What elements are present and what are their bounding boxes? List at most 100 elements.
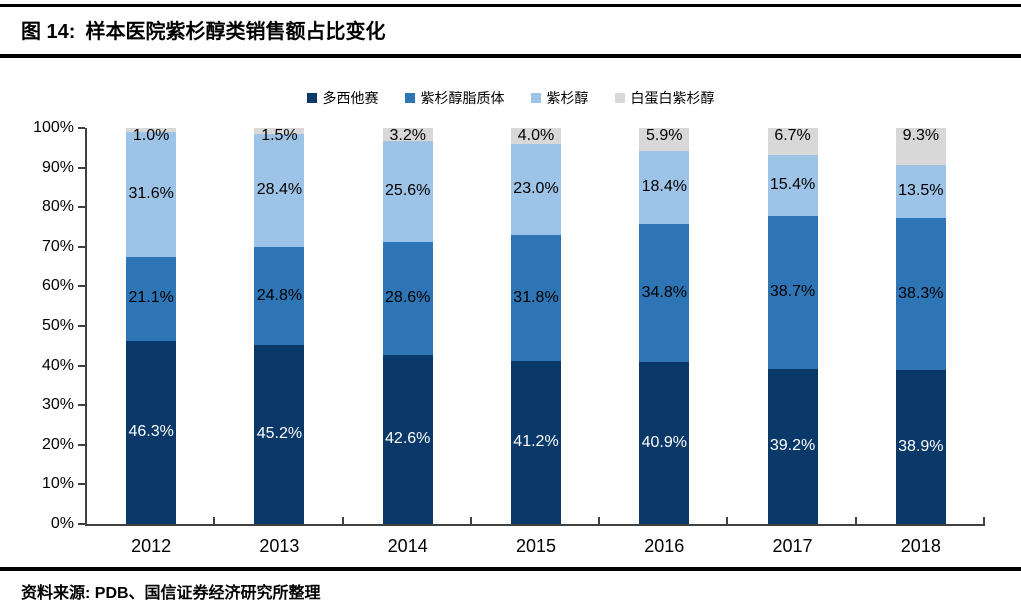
bar-segment-多西他赛: 40.9% [639, 362, 690, 524]
y-axis-tick [78, 166, 85, 169]
x-axis-label: 2012 [131, 536, 172, 556]
legend-swatch-icon [614, 93, 625, 103]
bar-segment-value: 15.4% [769, 175, 816, 193]
y-axis-label: 70% [41, 237, 74, 255]
bar-segment-value: 38.3% [898, 284, 944, 302]
legend-swatch-icon [530, 93, 541, 103]
y-axis-tick [78, 483, 85, 486]
bar-segment-value: 24.8% [256, 286, 303, 304]
x-axis-tick [983, 517, 985, 524]
y-axis-tick [78, 285, 85, 288]
bar-segment-多西他赛: 41.2% [510, 360, 561, 524]
bar-segment-value: 31.8% [513, 288, 559, 306]
legend-label: 多西他赛 [322, 90, 379, 106]
bar-segment-value: 34.8% [641, 283, 687, 301]
bar-slot-2015: 41.2% 31.8% 23.0% 4.0% 2015 [472, 127, 600, 556]
y-axis-tick [78, 364, 85, 367]
y-axis-label: 20% [41, 435, 74, 453]
y-axis-tick [78, 206, 85, 209]
bar-segment-紫杉醇脂质体: 21.1% [126, 257, 177, 341]
bar-segment-value: 38.7% [769, 282, 816, 300]
y-axis-label: 10% [41, 475, 74, 493]
top-divider [0, 4, 1021, 7]
bar-segment-多西他赛: 46.3% [126, 340, 177, 524]
bar-segment-紫杉醇脂质体: 31.8% [510, 234, 561, 361]
bar-segment-多西他赛: 45.2% [254, 345, 305, 524]
y-axis-label: 0% [50, 515, 74, 532]
bar-segment-value: 3.2% [389, 127, 426, 145]
legend-swatch-icon [306, 93, 317, 103]
bar-segment-紫杉醇: 13.5% [895, 164, 946, 219]
bar-segment-value: 13.5% [898, 182, 944, 200]
legend-item-紫杉醇: 紫杉醇 [530, 88, 589, 108]
bar-segment-白蛋白紫杉醇: 4.0% [510, 127, 561, 145]
figure-title-bar: 图 14: 样本医院紫杉醇类销售额占比变化 [21, 15, 385, 44]
bar-segment-value: 5.9% [646, 127, 683, 145]
legend-label: 白蛋白紫杉醇 [630, 90, 715, 106]
bar-segment-value: 1.0% [132, 127, 170, 145]
bar-segment-紫杉醇脂质体: 28.6% [382, 242, 433, 356]
bar-segment-value: 31.6% [128, 185, 174, 203]
bar-segment-紫杉醇: 23.0% [510, 143, 561, 235]
source-note: 资料来源: PDB、国信证券经济研究所整理 [21, 585, 321, 602]
bar-segment-value: 18.4% [641, 178, 687, 196]
y-axis-tick [78, 443, 85, 446]
x-axis-tick [726, 517, 729, 524]
bar-slot-2018: 38.9% 38.3% 13.5% 9.3% 2018 [857, 127, 985, 556]
bar-segment-value: 41.2% [513, 433, 559, 451]
x-axis-label: 2017 [772, 536, 813, 556]
x-axis-tick [341, 517, 344, 524]
y-axis-tick [78, 127, 85, 129]
bar-segment-紫杉醇: 31.6% [126, 131, 177, 258]
x-axis-tick [854, 517, 857, 524]
bar-segment-白蛋白紫杉醇: 5.9% [639, 127, 690, 152]
bar-segment-白蛋白紫杉醇: 6.7% [767, 127, 818, 155]
bar-segment-value: 39.2% [769, 436, 816, 454]
stacked-bar-2016: 40.9% 34.8% 18.4% 5.9% [639, 127, 690, 524]
y-axis-tick [78, 523, 85, 525]
stacked-bar-2012: 46.3% 21.1% 31.6% 1.0% [126, 127, 177, 524]
legend-item-白蛋白紫杉醇: 白蛋白紫杉醇 [614, 88, 715, 108]
y-axis-label: 90% [41, 158, 74, 176]
y-axis-tick [78, 325, 85, 327]
plot-area: 100% 90% 80% 70% 60% 50% 40% 30% 20% 10% 0% 46.3% 21… [33, 119, 985, 556]
legend-label: 紫杉醇 [546, 90, 589, 106]
bar-segment-value: 28.4% [256, 181, 303, 199]
stacked-bar-2014: 42.6% 28.6% 25.6% 3.2% [382, 127, 433, 524]
bar-segment-紫杉醇脂质体: 38.3% [895, 218, 946, 370]
bar-segment-多西他赛: 42.6% [382, 355, 433, 524]
bar-segment-紫杉醇: 25.6% [382, 140, 433, 243]
x-axis-label: 2015 [515, 536, 556, 556]
bar-segment-value: 42.6% [385, 430, 431, 448]
bar-segment-多西他赛: 38.9% [895, 369, 946, 524]
bar-segment-value: 25.6% [385, 181, 431, 199]
bar-segment-紫杉醇: 28.4% [254, 134, 305, 247]
x-axis-label: 2016 [644, 536, 685, 556]
bar-segment-value: 40.9% [641, 433, 687, 451]
x-axis-label: 2013 [259, 536, 300, 556]
bar-segment-value: 6.7% [774, 127, 811, 145]
bar-segment-紫杉醇脂质体: 24.8% [254, 246, 305, 346]
x-axis-tick [598, 517, 601, 524]
y-axis-tick [78, 404, 85, 407]
x-axis-tick [213, 517, 216, 524]
bar-slot-2014: 42.6% 28.6% 25.6% 3.2% 2014 [344, 127, 472, 556]
bar-segment-紫杉醇: 18.4% [639, 151, 690, 225]
bar-segment-多西他赛: 39.2% [767, 368, 818, 524]
bar-segment-value: 23.0% [513, 180, 559, 197]
y-axis-label: 100% [33, 119, 74, 136]
bar-slot-2017: 39.2% 38.7% 15.4% 6.7% 2017 [728, 127, 856, 556]
x-axis-label: 2018 [900, 536, 941, 556]
x-axis-label: 2014 [387, 536, 428, 556]
bar-segment-紫杉醇脂质体: 38.7% [767, 215, 818, 369]
y-axis-label: 30% [41, 396, 74, 414]
y-axis-label: 60% [41, 277, 74, 295]
bar-segment-value: 38.9% [898, 437, 944, 455]
bar-slot-2012: 46.3% 21.1% 31.6% 1.0% 2012 [87, 127, 215, 556]
bottom-divider [0, 567, 1021, 571]
legend-item-多西他赛: 多西他赛 [306, 88, 379, 108]
bar-segment-value: 21.1% [128, 289, 174, 307]
legend-swatch-icon [404, 93, 415, 103]
bar-segment-value: 4.0% [517, 127, 555, 145]
bar-segment-紫杉醇: 15.4% [767, 154, 818, 216]
